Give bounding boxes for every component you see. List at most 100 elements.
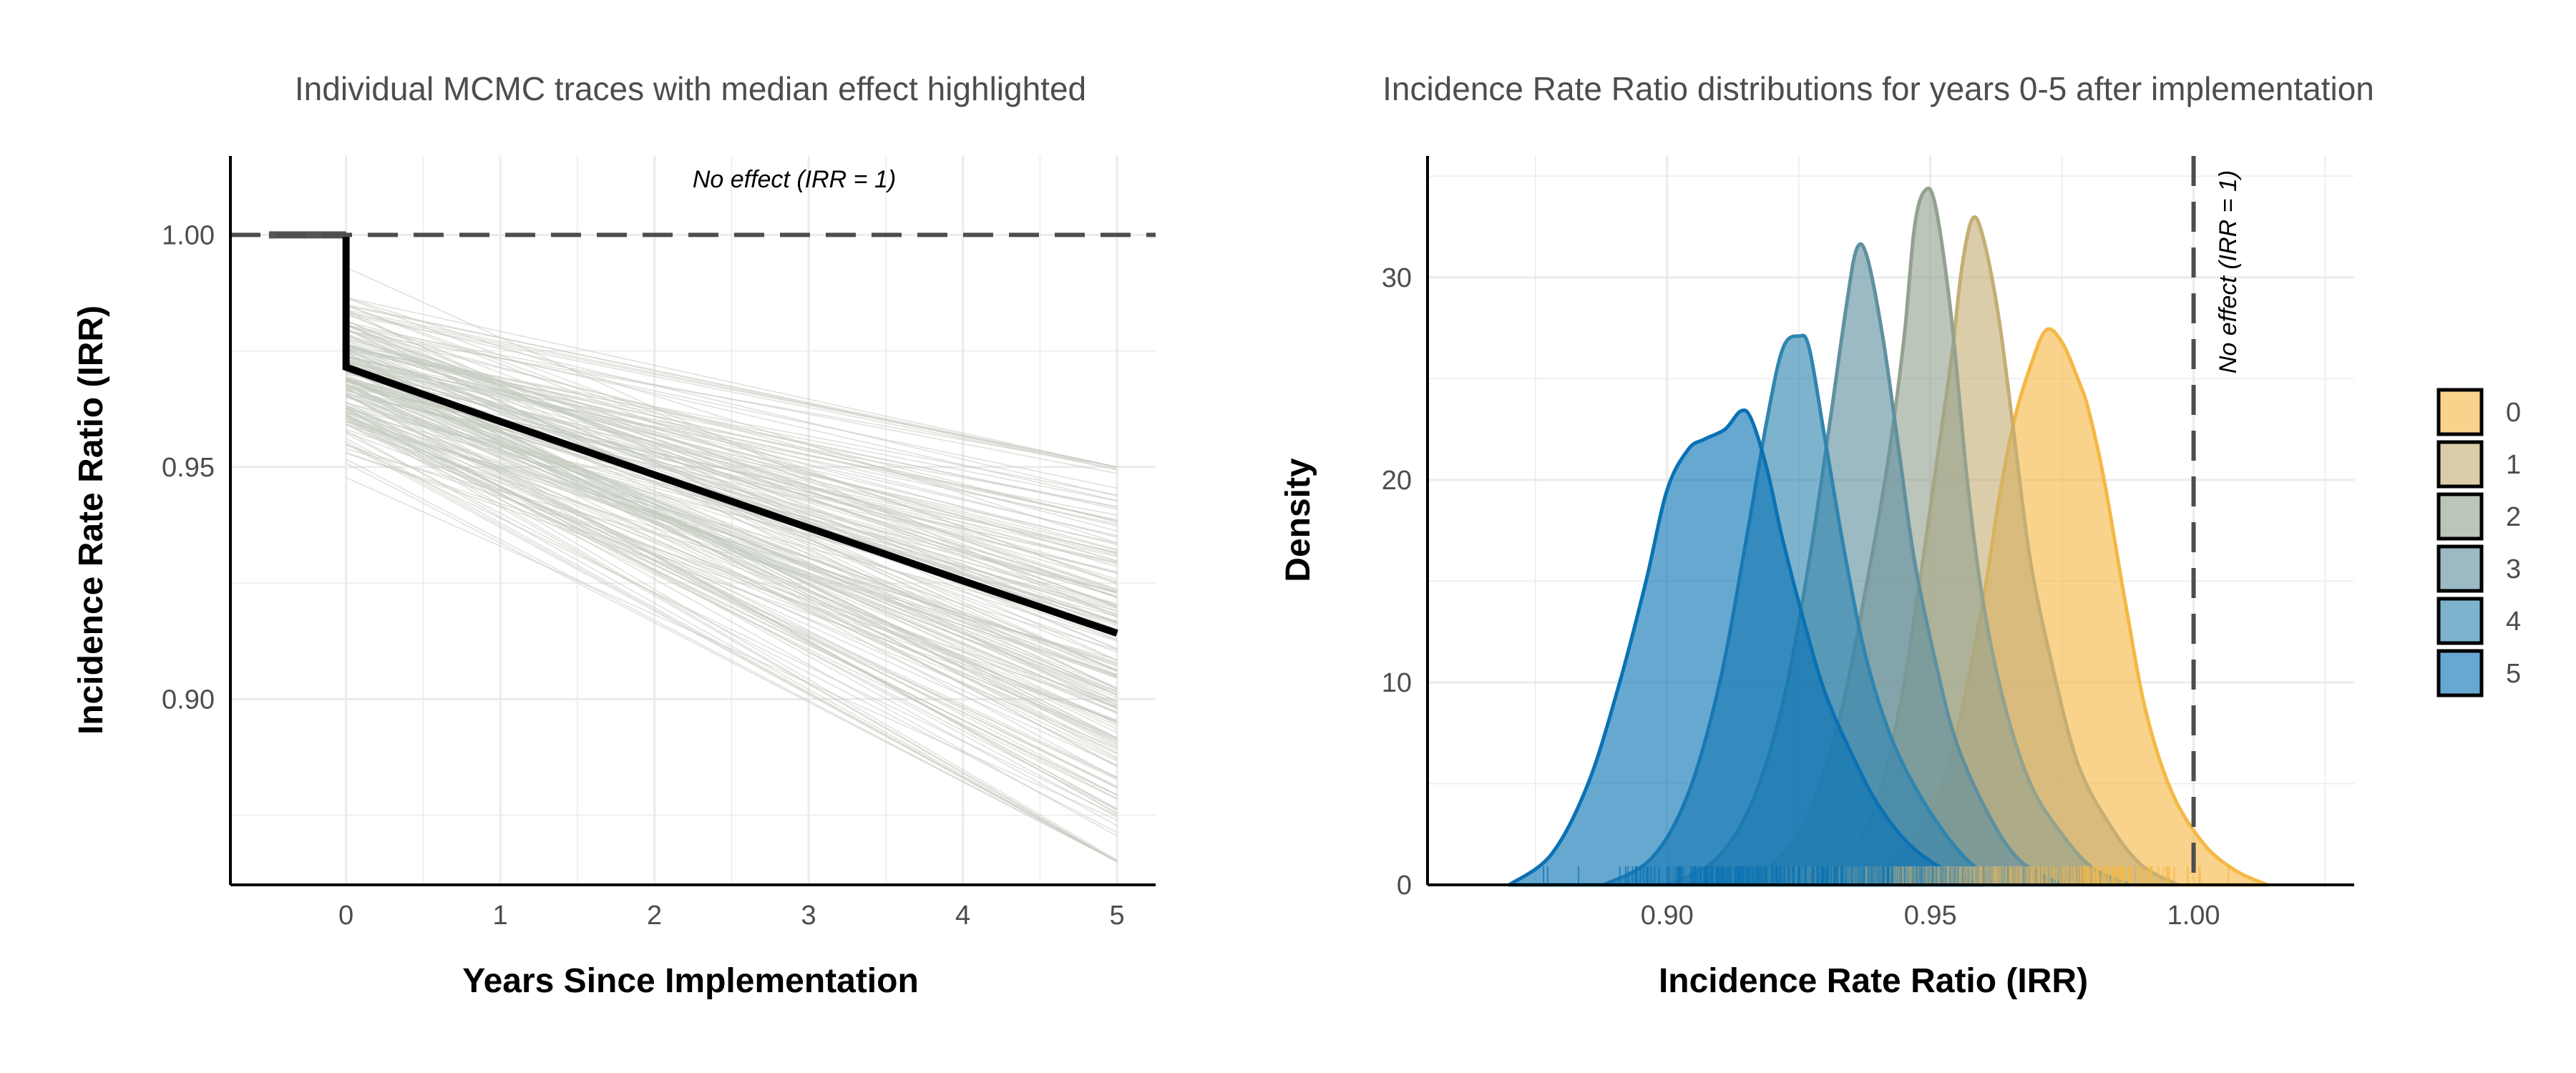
legend-key-year-0 (2436, 388, 2484, 436)
mcmc-trace-line (346, 380, 1118, 814)
mcmc-trace-line (346, 312, 1118, 468)
mcmc-trace-line (346, 394, 1118, 789)
mcmc-trace-line (346, 443, 1118, 816)
right-chart-title: Incidence Rate Ratio distributions for y… (1382, 70, 2374, 107)
legend-label-year-1: 1 (2506, 450, 2521, 480)
right-no-effect-annotation: No effect (IRR = 1) (2215, 170, 2242, 373)
right-x-tick-label: 1.00 (2167, 901, 2220, 931)
mcmc-trace-line (346, 343, 1118, 510)
mcmc-trace-line (346, 323, 1118, 672)
mcmc-trace-line (346, 348, 1118, 705)
left-y-tick-label: 0.95 (162, 453, 215, 483)
right-axes (1426, 156, 2354, 886)
mcmc-trace-line (346, 396, 1118, 667)
mcmc-trace-line (346, 378, 1118, 740)
left-x-tick-label: 3 (801, 901, 816, 931)
mcmc-trace-line (346, 356, 1118, 521)
mcmc-trace-line (346, 328, 1118, 690)
mcmc-trace-line (346, 421, 1118, 721)
mcmc-trace-line (346, 438, 1118, 863)
left-x-tick-label: 5 (1110, 901, 1125, 931)
mcmc-trace-line (346, 376, 1118, 692)
mcmc-trace-line (346, 462, 1118, 863)
left-y-axis-title: Incidence Rate Ratio (IRR) (72, 305, 110, 735)
left-x-tick-label: 1 (493, 901, 508, 931)
mcmc-trace-line (346, 412, 1118, 666)
mcmc-trace-line (346, 361, 1118, 507)
legend-key-year-3 (2436, 544, 2484, 593)
mcmc-trace-line (346, 416, 1118, 787)
mcmc-trace-line (346, 401, 1118, 826)
left-chart-title: Individual MCMC traces with median effec… (295, 70, 1086, 107)
mcmc-trace-line (346, 452, 1118, 722)
mcmc-trace-line (346, 305, 1118, 599)
legend-label-year-2: 2 (2506, 502, 2521, 532)
mcmc-traces (346, 267, 1118, 863)
right-x-tick-label: 0.90 (1641, 901, 1694, 931)
mcmc-trace-line (346, 414, 1118, 862)
mcmc-trace-line (346, 333, 1118, 598)
mcmc-trace-line (346, 396, 1118, 698)
mcmc-trace-line (346, 329, 1118, 523)
right-x-tick-label: 0.95 (1904, 901, 1957, 931)
legend-key-year-4 (2436, 597, 2484, 645)
mcmc-trace-line (346, 267, 1118, 619)
mcmc-trace-line (346, 420, 1118, 796)
mcmc-trace-line (346, 325, 1118, 489)
mcmc-trace-line (346, 313, 1118, 470)
mcmc-trace-line (346, 305, 1118, 584)
mcmc-trace-line (346, 305, 1118, 468)
mcmc-trace-line (346, 444, 1118, 703)
mcmc-trace-line (346, 350, 1118, 631)
right-x-axis-title: Incidence Rate Ratio (IRR) (1659, 962, 2088, 1000)
mcmc-trace-line (346, 348, 1118, 624)
right-y-tick-label: 0 (1397, 871, 1412, 901)
legend-key-year-5 (2436, 649, 2484, 697)
mcmc-trace-line (346, 323, 1118, 709)
mcmc-trace-line (346, 451, 1118, 707)
density-curves (1507, 186, 2270, 887)
left-tick-labels: 0 1 2 3 4 5 0.90 0.95 1.00 (162, 220, 1125, 931)
mcmc-trace-line (346, 349, 1118, 661)
left-y-tick-label: 1.00 (162, 220, 215, 250)
left-x-axis-title: Years Since Implementation (462, 962, 919, 1000)
mcmc-trace-line (346, 421, 1118, 663)
right-y-tick-label: 10 (1382, 668, 1412, 698)
mcmc-trace-line (346, 394, 1118, 694)
left-panel: Individual MCMC traces with median effec… (72, 70, 1156, 1000)
legend-label-year-4: 4 (2506, 607, 2521, 637)
mcmc-trace-line (346, 353, 1118, 739)
mcmc-trace-line (346, 377, 1118, 695)
legend-label-year-0: 0 (2506, 398, 2521, 428)
left-axes (229, 156, 1156, 886)
right-y-axis-title: Density (1279, 458, 1317, 582)
mcmc-trace-line (346, 393, 1118, 564)
mcmc-trace-line (346, 430, 1118, 863)
legend-key-year-1 (2436, 440, 2484, 489)
median-trace-line (342, 235, 1118, 637)
mcmc-trace-line (346, 356, 1118, 536)
mcmc-trace-line (346, 324, 1118, 474)
mcmc-trace-line (346, 433, 1118, 833)
mcmc-trace-line (346, 459, 1118, 863)
right-tick-labels: 0.90 0.95 1.00 0 10 20 30 (1382, 263, 2220, 931)
legend-key-year-2 (2436, 492, 2484, 541)
legend: 0 1 2 3 4 5 (2436, 388, 2521, 697)
mcmc-trace-line (346, 393, 1118, 572)
mcmc-trace-line (346, 388, 1118, 708)
mcmc-trace-line (346, 408, 1118, 762)
mcmc-trace-line (346, 448, 1118, 661)
mcmc-trace-line (346, 368, 1118, 752)
legend-label-year-5: 5 (2506, 659, 2521, 689)
left-x-tick-label: 4 (955, 901, 970, 931)
mcmc-trace-line (346, 477, 1118, 821)
density-curve-year-5 (1507, 408, 1985, 887)
right-panel: Incidence Rate Ratio distributions for y… (1279, 70, 2374, 1000)
mcmc-trace-line (346, 411, 1118, 617)
mcmc-trace-line (346, 418, 1118, 863)
right-y-tick-label: 30 (1382, 263, 1412, 293)
rug-marks (1543, 866, 2230, 885)
left-x-tick-label: 0 (338, 901, 353, 931)
left-no-effect-annotation: No effect (IRR = 1) (693, 166, 896, 193)
